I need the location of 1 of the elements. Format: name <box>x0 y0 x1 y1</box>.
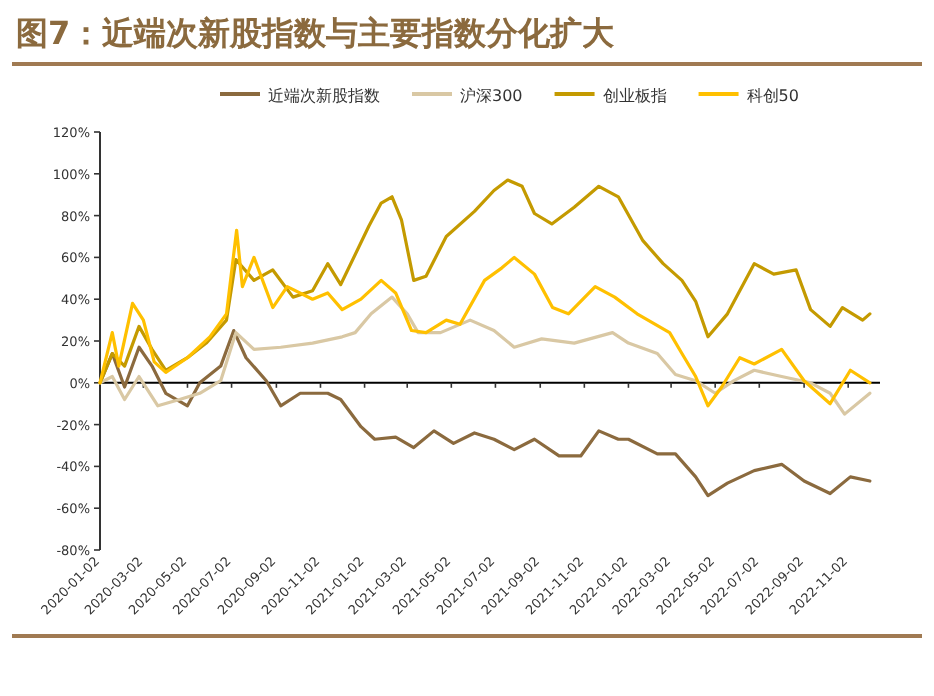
title: 图7：近端次新股指数与主要指数分化扩大 <box>16 14 615 52</box>
